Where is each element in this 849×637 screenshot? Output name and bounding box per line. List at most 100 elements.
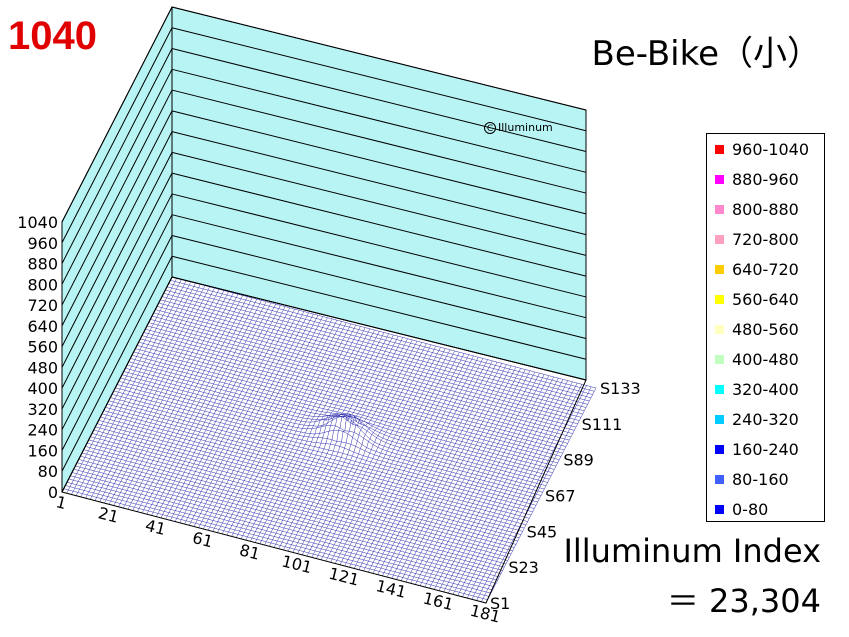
legend-item: 0-80 — [715, 500, 768, 520]
surface-line — [433, 374, 545, 590]
y-tick-label: S1 — [490, 594, 510, 613]
left-wall-gridline — [61, 214, 173, 430]
surface-line — [330, 347, 441, 563]
surface-line — [349, 352, 460, 568]
back-wall-gridline — [171, 110, 587, 215]
surface-line — [424, 371, 536, 588]
legend-item: 240-320 — [715, 410, 799, 430]
z-tick-label: 160 — [27, 441, 58, 460]
legend-swatch — [715, 475, 724, 484]
back-wall-gridline — [171, 27, 587, 132]
x-tick-label: 61 — [190, 528, 214, 551]
surface-line — [471, 384, 583, 600]
z-tick-label: 720 — [27, 296, 58, 315]
surface-line — [405, 366, 517, 583]
x-tick-label: 21 — [96, 503, 120, 526]
watermark-text: Illuminum — [498, 121, 553, 134]
z-tick-label: 480 — [27, 358, 58, 377]
z-tick-label: 800 — [27, 275, 58, 294]
index-value: ＝ 23,304 — [666, 582, 821, 620]
surface-line — [466, 382, 578, 599]
surface-line — [141, 297, 253, 514]
copyright-icon: C — [484, 122, 496, 134]
max-value-label: 1040 — [8, 14, 97, 58]
surface-line — [287, 336, 399, 552]
left-wall-gridline — [61, 235, 173, 451]
surface-line — [316, 343, 427, 559]
legend-swatch — [715, 385, 724, 394]
surface-line — [452, 379, 564, 595]
surface-line — [90, 284, 201, 500]
back-wall-gridline — [171, 48, 587, 153]
surface-line — [372, 358, 484, 574]
surface-line — [207, 315, 319, 531]
left-wall-gridline — [61, 131, 173, 347]
z-tick-label: 400 — [27, 379, 58, 398]
z-tick-label: 960 — [27, 234, 58, 253]
surface-line — [476, 385, 587, 601]
x-tick-label: 1 — [54, 492, 68, 513]
surface-line — [311, 342, 422, 558]
surface-line — [419, 370, 531, 586]
surface-line — [231, 321, 342, 537]
surface-line — [415, 369, 526, 585]
surface-line — [221, 318, 333, 535]
surface-line — [80, 281, 192, 498]
index-label: Illuminum Index — [563, 532, 821, 570]
left-wall-gridline — [61, 48, 173, 264]
surface-line — [481, 386, 592, 602]
surface-line — [283, 334, 394, 551]
surface-line — [217, 317, 328, 533]
legend: 960-1040 880-960 800-880 720-800 640-720 560-… — [706, 133, 825, 522]
z-tick-label: 880 — [27, 255, 58, 274]
legend-swatch — [715, 355, 724, 364]
surface-line — [160, 302, 272, 519]
surface-line — [485, 387, 597, 604]
surface-line — [278, 333, 389, 549]
legend-swatch — [715, 505, 724, 514]
legend-label: 0-80 — [732, 500, 769, 519]
surface-line — [245, 324, 356, 541]
surface-line — [344, 350, 455, 567]
legend-item: 480-560 — [715, 320, 799, 340]
surface-line — [264, 329, 375, 546]
back-wall-gridline — [171, 234, 587, 339]
legend-swatch — [715, 325, 724, 334]
surface-line — [174, 306, 286, 522]
surface-line — [462, 381, 573, 597]
legend-label: 640-720 — [732, 260, 799, 279]
surface-line — [363, 355, 474, 572]
z-tick-label: 640 — [27, 317, 58, 336]
surface-line — [273, 332, 385, 548]
left-wall-gridline — [61, 256, 173, 472]
surface-line — [118, 291, 229, 507]
surface-line — [429, 373, 540, 589]
legend-label: 880-960 — [732, 170, 799, 189]
legend-swatch — [715, 295, 724, 304]
chart-title: Be-Bike（小） — [591, 34, 821, 74]
surface-line — [396, 364, 507, 580]
legend-label: 80-160 — [732, 470, 789, 489]
surface-line — [104, 287, 215, 504]
z-tick-label: 1040 — [17, 213, 58, 232]
legend-swatch — [715, 175, 724, 184]
surface-line — [259, 328, 371, 544]
surface-line — [212, 316, 324, 532]
legend-item: 640-720 — [715, 260, 799, 280]
legend-item: 720-800 — [715, 230, 799, 250]
surface-line — [85, 283, 196, 499]
z-tick-label: 320 — [27, 400, 58, 419]
left-wall-gridline — [61, 152, 173, 368]
z-tick-label: 240 — [27, 421, 58, 440]
z-tick-label: 560 — [27, 338, 58, 357]
left-wall-gridline — [61, 69, 173, 285]
surface-line — [386, 361, 498, 578]
y-tick-label: S111 — [582, 415, 623, 434]
surface-line — [457, 380, 568, 596]
legend-label: 560-640 — [732, 290, 799, 309]
y-tick-label: S45 — [527, 522, 558, 541]
watermark: C Illuminum — [484, 121, 553, 134]
x-tick-label: 81 — [238, 540, 262, 563]
surface-line — [448, 377, 559, 594]
